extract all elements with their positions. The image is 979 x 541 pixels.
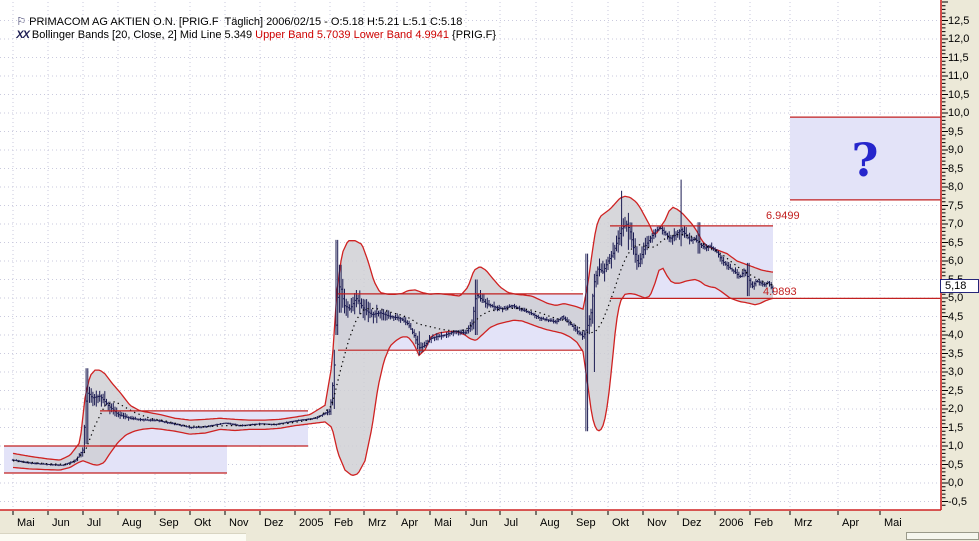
y-axis-label: 11,5 bbox=[948, 51, 969, 64]
y-axis-label: 5,0 bbox=[948, 292, 964, 304]
bottom-resize-box[interactable] bbox=[906, 532, 979, 540]
x-axis-label: Mrz bbox=[794, 517, 813, 529]
y-axis-label: 4,0 bbox=[948, 329, 964, 341]
y-axis-label: 8,0 bbox=[948, 181, 964, 193]
x-axis-label: Sep bbox=[576, 517, 596, 529]
flag-icon: ⚐ bbox=[16, 16, 27, 28]
indicator-text: Bollinger Bands [20, Close, 2] Mid Line … bbox=[31, 29, 256, 41]
chart-title-text: PRIMACOM AG AKTIEN O.N. [PRIG.F Täglich]… bbox=[29, 16, 463, 28]
y-axis-label: 0,5 bbox=[948, 458, 964, 471]
x-axis-label: Jul bbox=[504, 517, 519, 529]
support-annotation-label[interactable]: 4.9893 bbox=[763, 286, 797, 298]
x-axis-label: Okt bbox=[194, 517, 212, 529]
x-axis-label: Mai bbox=[17, 517, 35, 529]
overlay-box-borders bbox=[4, 116, 941, 474]
question-mark-annotation[interactable]: ? bbox=[851, 133, 879, 187]
x-axis-label: Apr bbox=[842, 517, 860, 529]
x-axis-label: Jun bbox=[52, 517, 70, 529]
last-price-tag: 5,18 bbox=[940, 279, 979, 293]
y-axis-label: 9,0 bbox=[948, 144, 964, 156]
bollinger-mid-line bbox=[12, 233, 774, 466]
x-axis-label: Feb bbox=[334, 517, 353, 529]
x-axis-label: Aug bbox=[540, 517, 560, 529]
y-axis-label: 12,5 bbox=[948, 14, 970, 27]
resistance-annotation-label[interactable]: 6.9499 bbox=[766, 210, 800, 222]
x-axis-label: 2006 bbox=[719, 517, 744, 529]
y-axis-label: 1,5 bbox=[948, 421, 964, 434]
x-axis-label: Mrz bbox=[368, 517, 387, 529]
y-axis-label: 4,5 bbox=[948, 310, 964, 323]
x-axis-label: Okt bbox=[612, 517, 630, 529]
bollinger-lower-line bbox=[12, 267, 774, 476]
x-axis-label: Feb bbox=[754, 517, 773, 529]
y-axis-label: 10,0 bbox=[948, 107, 970, 119]
y-axis-label: 8,5 bbox=[948, 162, 964, 175]
y-axis-label: 7,5 bbox=[948, 199, 964, 212]
bottom-scrollbar-track[interactable] bbox=[0, 533, 246, 541]
x-axis-label: Nov bbox=[647, 517, 667, 529]
y-axis-label: 9,5 bbox=[948, 125, 964, 138]
y-axis-label: 12,0 bbox=[948, 33, 970, 45]
y-axis-label: 3,0 bbox=[948, 366, 964, 378]
y-axis-label: 1,0 bbox=[948, 440, 964, 452]
x-axis-label: Jun bbox=[470, 517, 488, 529]
y-axis-label: 2,0 bbox=[948, 403, 964, 415]
y-axis-label: 3,5 bbox=[948, 347, 964, 360]
x-axis-label: 2005 bbox=[299, 517, 324, 529]
x-axis-label: Nov bbox=[229, 517, 249, 529]
ohlc-bars bbox=[11, 179, 775, 467]
y-axis-label: 6,5 bbox=[948, 236, 964, 249]
bollinger-band-fill bbox=[13, 196, 773, 476]
indicator-title-line[interactable]: XX Bollinger Bands [20, Close, 2] Mid Lin… bbox=[4, 17, 496, 53]
chart-title-line: ⚐ PRIMACOM AG AKTIEN O.N. [PRIG.F Täglich… bbox=[4, 3, 462, 40]
x-axis-label: Jul bbox=[87, 517, 102, 529]
y-axis-label: -0,5 bbox=[948, 495, 967, 508]
indicator-symbol-text: {PRIG.F} bbox=[449, 29, 497, 41]
x-axis-label: Aug bbox=[122, 517, 142, 529]
y-axis-label: 7,0 bbox=[948, 218, 964, 230]
x-axis-label: Dez bbox=[264, 517, 284, 529]
x-axis-label: Mai bbox=[884, 517, 902, 529]
y-axis-label: 6,0 bbox=[948, 255, 964, 267]
x-axis-ticks bbox=[12, 511, 881, 515]
indicator-icon: XX bbox=[16, 29, 30, 41]
x-axis-label: Apr bbox=[401, 517, 419, 529]
y-axis-label: 10,5 bbox=[948, 88, 970, 101]
y-axis-label: 11,0 bbox=[948, 70, 969, 82]
x-axis-label: Dez bbox=[682, 517, 702, 529]
x-axis-label: Sep bbox=[159, 517, 179, 529]
x-axis-label: Mai bbox=[434, 517, 452, 529]
y-axis-label: 2,5 bbox=[948, 384, 964, 397]
overlay-projection-box[interactable] bbox=[790, 117, 941, 200]
indicator-bands-text: Upper Band 5.7039 Lower Band 4.9941 bbox=[255, 29, 449, 41]
y-axis-label: 0,0 bbox=[948, 477, 964, 489]
